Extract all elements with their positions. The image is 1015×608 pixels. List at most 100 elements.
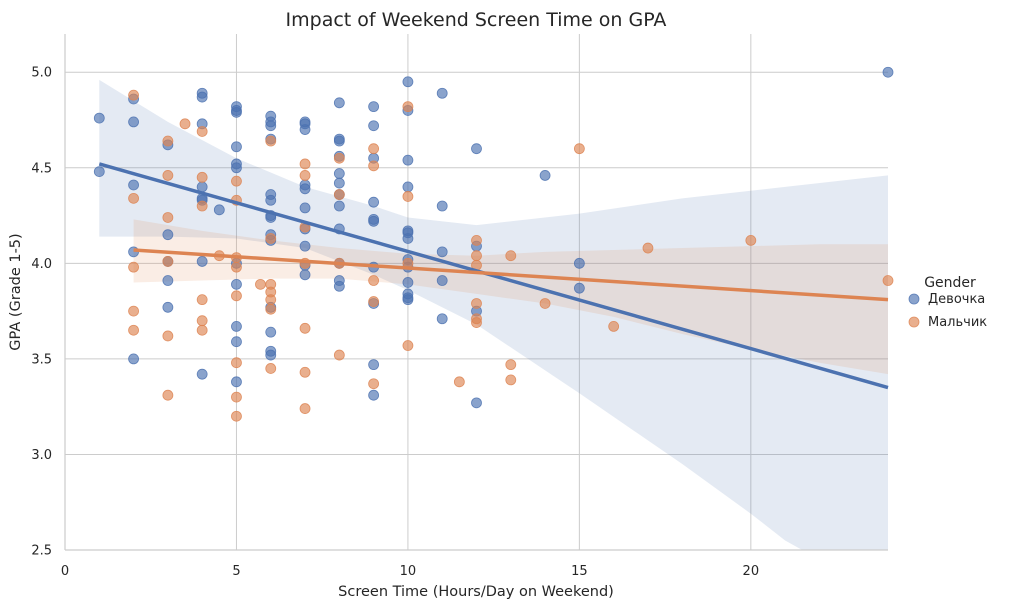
data-point-series-1 xyxy=(255,278,266,290)
data-point-series-0 xyxy=(162,229,174,241)
data-point-series-0 xyxy=(231,141,242,153)
data-point-series-0 xyxy=(436,87,448,99)
data-point-series-1 xyxy=(196,200,208,212)
y-tick-label: 4.5 xyxy=(31,161,52,176)
regression-lines xyxy=(98,162,889,390)
legend-title: Gender xyxy=(924,275,976,291)
data-point-series-1 xyxy=(471,234,482,246)
data-point-series-0 xyxy=(265,326,277,338)
data-point-series-1 xyxy=(368,275,380,286)
y-axis-label: GPA (Grade 1-5) xyxy=(8,233,24,350)
data-point-series-0 xyxy=(93,112,105,124)
data-point-series-0 xyxy=(368,215,380,227)
data-point-series-0 xyxy=(436,275,448,286)
data-point-series-1 xyxy=(196,315,208,327)
data-point-series-1 xyxy=(333,349,345,361)
data-point-series-0 xyxy=(231,320,242,332)
data-point-series-0 xyxy=(436,313,448,325)
data-point-series-1 xyxy=(642,242,654,254)
data-point-series-1 xyxy=(196,126,208,137)
data-point-series-0 xyxy=(333,135,345,147)
axes-layer: 2.5 3.0 3.5 4.0 4.5 5.0 0 5 10 15 20 xyxy=(31,34,888,579)
data-point-series-0 xyxy=(299,202,311,214)
data-point-series-0 xyxy=(368,120,380,132)
data-point-series-0 xyxy=(368,196,380,208)
x-axis-label: Screen Time (Hours/Day on Weekend) xyxy=(338,584,614,600)
data-point-series-0 xyxy=(128,353,139,365)
data-point-series-0 xyxy=(196,368,208,380)
data-point-series-1 xyxy=(128,305,139,317)
data-point-series-0 xyxy=(402,181,414,193)
data-point-series-1 xyxy=(299,366,311,378)
data-point-series-1 xyxy=(745,234,757,246)
data-point-series-1 xyxy=(128,261,139,273)
data-point-series-0 xyxy=(573,257,585,269)
data-point-series-1 xyxy=(402,191,414,202)
data-point-series-1 xyxy=(573,143,585,155)
y-tick-label: 3.5 xyxy=(31,352,52,367)
legend-label-1: Мальчик xyxy=(928,315,987,330)
data-point-series-1 xyxy=(128,89,139,101)
confidence-bands xyxy=(99,79,889,550)
legend-label-0: Девочка xyxy=(928,292,985,307)
chart-title: Impact of Weekend Screen Time on GPA xyxy=(286,9,667,31)
data-point-series-1 xyxy=(128,192,139,204)
data-point-series-0 xyxy=(299,124,311,135)
data-point-series-1 xyxy=(471,317,482,328)
data-point-series-1 xyxy=(196,171,208,183)
data-point-series-1 xyxy=(162,135,174,147)
data-point-series-1 xyxy=(299,322,311,334)
data-point-series-1 xyxy=(402,340,414,351)
data-point-series-0 xyxy=(231,106,242,118)
data-point-series-0 xyxy=(882,66,894,78)
data-point-series-1 xyxy=(162,170,174,181)
legend: Gender Девочка Мальчик xyxy=(908,275,987,330)
data-point-series-1 xyxy=(162,389,174,401)
data-point-series-0 xyxy=(471,397,482,409)
data-point-series-1 xyxy=(505,374,517,386)
data-point-series-0 xyxy=(471,143,482,155)
data-point-series-1 xyxy=(505,359,517,371)
data-point-series-0 xyxy=(436,200,448,212)
data-point-series-0 xyxy=(402,277,414,288)
data-point-series-1 xyxy=(128,324,139,336)
data-point-series-0 xyxy=(368,101,380,113)
data-point-series-1 xyxy=(265,294,277,306)
data-point-series-1 xyxy=(471,298,482,309)
data-point-series-1 xyxy=(539,298,551,309)
data-point-series-0 xyxy=(333,200,345,212)
data-point-series-1 xyxy=(231,175,242,187)
data-point-series-1 xyxy=(368,160,380,172)
data-point-series-1 xyxy=(162,212,174,223)
y-tick-label: 2.5 xyxy=(31,544,52,559)
ci-band-0 xyxy=(99,79,888,550)
data-point-series-0 xyxy=(436,246,448,258)
data-point-series-1 xyxy=(505,250,517,262)
data-point-series-1 xyxy=(471,250,482,262)
y-tick-label: 3.0 xyxy=(31,448,52,463)
data-point-series-0 xyxy=(231,278,242,290)
data-point-series-1 xyxy=(299,403,311,414)
regression-line-0 xyxy=(98,162,889,390)
x-tick-label: 10 xyxy=(400,564,417,579)
data-point-series-0 xyxy=(368,359,380,371)
data-point-series-1 xyxy=(265,363,277,374)
data-point-series-0 xyxy=(333,97,345,109)
data-point-series-1 xyxy=(368,378,380,390)
data-point-series-0 xyxy=(128,116,139,128)
data-point-series-0 xyxy=(333,168,345,179)
data-point-series-0 xyxy=(299,269,311,281)
data-point-series-0 xyxy=(162,301,174,313)
data-point-series-1 xyxy=(231,261,242,273)
legend-marker-1 xyxy=(908,316,920,328)
data-point-series-1 xyxy=(231,391,242,403)
data-point-series-1 xyxy=(333,189,345,200)
data-point-series-0 xyxy=(402,76,414,88)
data-point-series-1 xyxy=(265,233,277,244)
data-point-series-0 xyxy=(402,233,414,244)
data-point-series-1 xyxy=(608,320,620,332)
data-point-series-0 xyxy=(265,194,277,206)
data-point-series-0 xyxy=(265,349,277,361)
data-point-series-1 xyxy=(402,101,414,113)
x-tick-label: 0 xyxy=(61,564,69,579)
